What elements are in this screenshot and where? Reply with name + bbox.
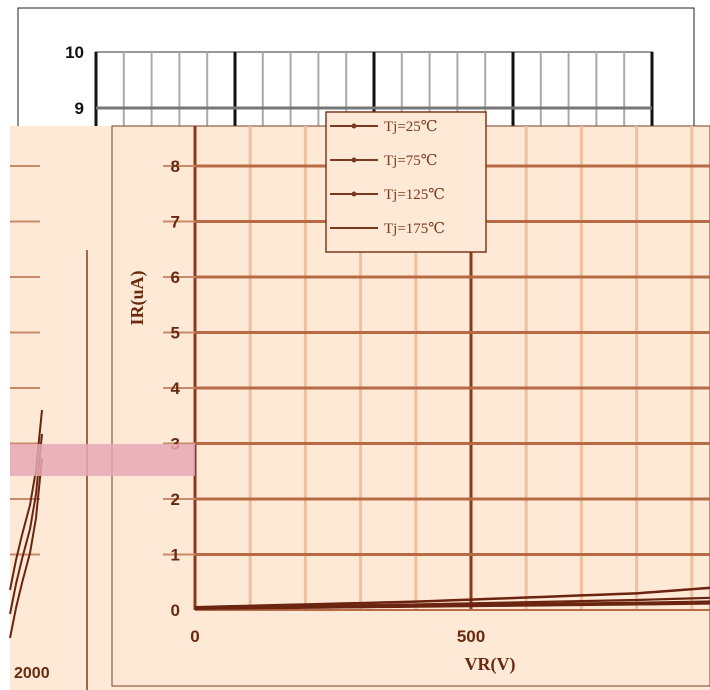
x-axis-title: VR(V) [465, 654, 516, 675]
x-tick-labels: 050010001500 [190, 627, 485, 646]
y-tick-label: 7 [171, 213, 180, 232]
x-tick-label: 500 [457, 627, 485, 646]
legend-marker [351, 123, 357, 129]
pink-band [10, 444, 195, 476]
top-y-tick-label: 10 [65, 43, 84, 62]
inset-tick-label: 2000 [14, 665, 50, 682]
series-layer [194, 586, 710, 610]
y-tick-label: 6 [171, 268, 180, 287]
legend-marker [351, 157, 357, 163]
legend-entry: Tj=25℃ [384, 119, 438, 135]
y-tick-label: 0 [171, 601, 180, 620]
legend-entry: Tj=75℃ [384, 153, 438, 169]
series-line [194, 596, 710, 609]
top-y-tick-label: 9 [75, 99, 84, 118]
y-tick-label: 2 [171, 490, 180, 509]
series-line [194, 586, 710, 609]
y-axis-title: IR(uA) [127, 270, 148, 325]
legend-marker [351, 191, 357, 197]
x-tick-label: 0 [190, 627, 199, 646]
legend-entry: Tj=125℃ [384, 187, 445, 203]
legend: Tj=25℃ Tj=75℃ Tj=125℃ Tj=175℃ [325, 111, 487, 253]
top-grid: 10 9 [65, 43, 654, 126]
legend-entry: Tj=175℃ [384, 221, 445, 237]
series-line [194, 602, 710, 610]
y-tick-labels: 012345678 [171, 157, 181, 620]
inset-series-line [9, 409, 43, 591]
y-tick-label: 8 [171, 157, 180, 176]
y-tick-label: 4 [171, 379, 181, 398]
inset-series-line [9, 457, 43, 639]
y-tick-label: 5 [171, 324, 180, 343]
series-line [194, 600, 710, 610]
y-tick-label: 1 [171, 546, 180, 565]
